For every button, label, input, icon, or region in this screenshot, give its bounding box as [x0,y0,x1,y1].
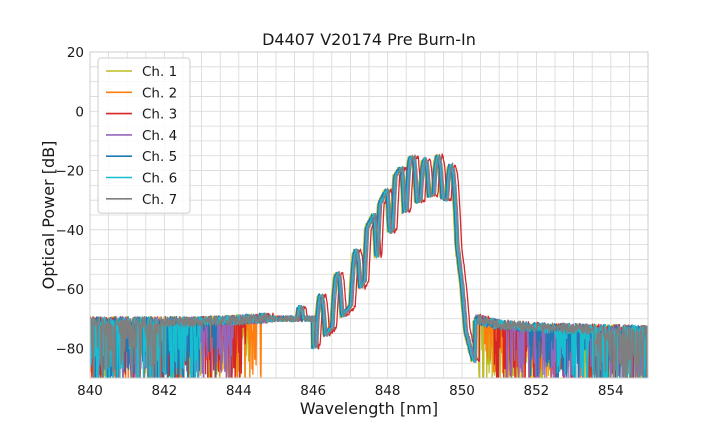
series-group [90,153,648,378]
x-axis-label: Wavelength [nm] [300,399,438,418]
legend-label: Ch. 5 [142,149,177,165]
x-tick-label: 854 [598,383,624,399]
legend-label: Ch. 7 [142,192,177,208]
x-tick-label: 842 [152,383,178,399]
series-line-7 [90,153,648,378]
tick-labels: 840 842 844 846 848 850 852 854 20 0 −20 −40 −60 −80 [56,45,624,399]
legend: Ch. 1 Ch. 2 Ch. 3 Ch. 4 Ch. 5 Ch. 6 Ch. 7 [97,57,191,214]
y-tick-label: −20 [56,164,85,180]
x-tick-label: 848 [375,383,401,399]
legend-label: Ch. 3 [142,107,177,123]
y-tick-label: −60 [56,282,85,298]
legend-box [97,57,191,214]
x-tick-label: 844 [226,383,252,399]
y-tick-label: 20 [67,45,84,61]
x-tick-label: 850 [449,383,475,399]
y-tick-label: −40 [56,223,85,239]
chart-title: D4407 V20174 Pre Burn-In [262,30,476,49]
legend-label: Ch. 4 [142,128,177,144]
legend-label: Ch. 6 [142,171,177,187]
x-tick-label: 840 [77,383,103,399]
legend-label: Ch. 1 [142,64,177,80]
y-axis-label: Optical Power [dB] [39,141,58,290]
legend-label: Ch. 2 [142,85,177,101]
x-tick-label: 852 [524,383,550,399]
x-tick-label: 846 [300,383,326,399]
y-tick-label: 0 [75,104,84,120]
y-tick-label: −80 [56,341,85,357]
plot-frame [89,51,649,379]
